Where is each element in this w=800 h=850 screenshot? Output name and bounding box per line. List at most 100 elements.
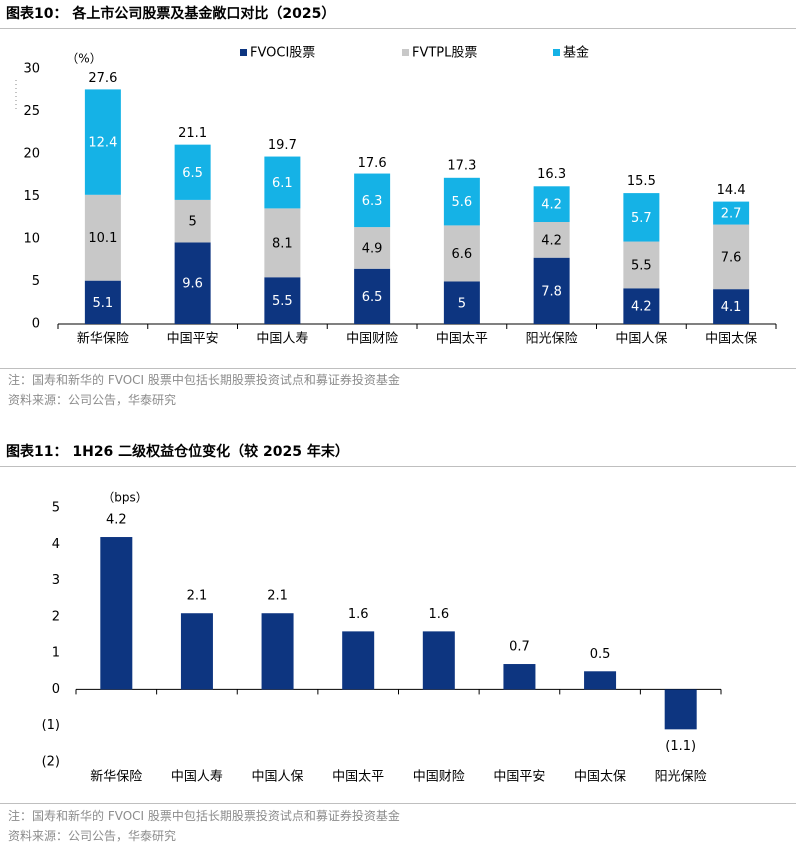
total-value-label: 17.6	[358, 156, 387, 171]
figure1-note: 注：国寿和新华的 FVOCI 股票中包括长期股票投资试点和募证券投资基金	[8, 373, 400, 387]
y-tick-label: 5	[32, 274, 40, 289]
bar-value-label: 1.6	[348, 607, 369, 622]
bar	[261, 613, 294, 690]
category-label: 中国太平	[436, 332, 488, 347]
y-tick-label: 1	[52, 646, 60, 661]
legend-swatch	[402, 49, 409, 56]
total-value-label: 16.3	[537, 167, 566, 182]
bar-segment-2	[623, 193, 660, 242]
segment-value-label: 6.5	[182, 166, 203, 181]
segment-value-label: 4.2	[541, 198, 562, 213]
category-label: 中国平安	[167, 332, 219, 347]
y-tick-label: 0	[32, 317, 40, 332]
bar-segment-1	[443, 225, 480, 282]
total-value-label: 19.7	[268, 138, 297, 153]
bar-segment-2	[713, 201, 750, 225]
bar	[100, 537, 133, 690]
legend-entry: FVTPL股票	[412, 46, 477, 61]
bar-segment-0	[623, 288, 660, 324]
segment-value-label: 8.1	[272, 236, 293, 251]
bar-segment-2	[84, 89, 121, 195]
bar-segment-0	[354, 268, 391, 324]
bar-segment-1	[174, 199, 211, 243]
y-tick-label: 3	[52, 573, 60, 588]
bar	[422, 631, 455, 690]
segment-value-label: 5.7	[631, 211, 652, 226]
segment-value-label: 5.1	[93, 296, 114, 311]
category-label: 中国人寿	[256, 332, 308, 347]
figure2-note: 注：国寿和新华的 FVOCI 股票中包括长期股票投资试点和募证券投资基金	[8, 809, 400, 823]
category-label: 中国人保	[615, 332, 667, 347]
segment-value-label: 4.9	[362, 241, 383, 256]
category-label: 中国人寿	[171, 770, 223, 785]
bar-segment-2	[443, 177, 480, 226]
category-label: 中国人保	[252, 770, 304, 785]
total-value-label: 15.5	[627, 174, 656, 189]
segment-value-label: 5.6	[452, 195, 473, 210]
bar	[584, 671, 617, 690]
segment-value-label: 12.4	[88, 136, 117, 151]
segment-value-label: 5	[458, 296, 466, 311]
segment-value-label: 9.6	[182, 277, 203, 292]
total-value-label: 21.1	[178, 126, 207, 141]
bar-segment-1	[713, 224, 750, 290]
bar-segment-1	[354, 227, 391, 269]
category-label: 新华保险	[77, 331, 129, 347]
bar-segment-2	[174, 144, 211, 200]
category-label: 中国太平	[332, 770, 384, 785]
bar-segment-2	[264, 156, 301, 209]
category-label: 中国财险	[413, 770, 465, 785]
stacked-bar-chart: 0 5 10 15 20 25 30 （%） 新华保险 中国平安 中国人寿 中国财险 中国太平 阳光保险 中…	[15, 45, 777, 347]
bar-segment-0	[533, 257, 570, 324]
unit-label: （%）	[66, 52, 101, 66]
bar-value-label: 0.7	[509, 640, 530, 655]
figure2-top-rule	[0, 466, 796, 467]
category-label: 阳光保险	[655, 770, 707, 785]
segment-value-label: 7.6	[721, 250, 742, 265]
figure1-title: 图表10： 各上市公司股票及基金敞口对比（2025）	[6, 6, 336, 22]
legend-swatch	[553, 49, 560, 56]
y-tick-label: (2)	[42, 755, 60, 770]
segment-value-label: 6.6	[452, 247, 473, 262]
bar-segment-0	[84, 280, 121, 324]
legend-entry: 基金	[563, 45, 589, 61]
y-tick-label: 10	[23, 232, 40, 247]
legend-swatch	[240, 49, 247, 56]
y-tick-label: 25	[23, 104, 40, 119]
bar	[664, 689, 697, 730]
segment-value-label: 6.1	[272, 176, 293, 191]
bar-segment-0	[174, 242, 211, 324]
y-tick-label: 0	[52, 682, 60, 697]
y-tick-label: 20	[23, 147, 40, 162]
total-value-label: 27.6	[88, 71, 117, 86]
figure2-title: 图表11： 1H26 二级权益仓位变化（较 2025 年末）	[6, 444, 349, 460]
total-value-label: 17.3	[447, 158, 476, 173]
segment-value-label: 10.1	[88, 231, 117, 246]
figure1-source: 资料来源：公司公告，华泰研究	[8, 393, 177, 407]
bar	[503, 664, 536, 690]
bar-segment-2	[354, 173, 391, 228]
bar-value-label: 2.1	[267, 589, 288, 604]
segment-value-label: 6.5	[362, 290, 383, 305]
legend-entry: FVOCI股票	[250, 46, 315, 61]
category-label: 阳光保险	[526, 332, 578, 347]
segment-value-label: 5	[188, 215, 196, 230]
segment-value-label: 6.3	[362, 194, 383, 209]
change-bar-chart: (2) (1) 0 1 2 3 4 5 （bps） 新华保险 中国人寿 中国人保 中国太平 中国财险 中国平…	[42, 491, 722, 785]
y-tick-label: 30	[23, 62, 40, 77]
segment-value-label: 4.1	[721, 300, 742, 315]
figure1-bottom-rule	[0, 368, 796, 369]
y-tick-label: 5	[52, 501, 60, 516]
bar-value-label: 0.5	[590, 647, 611, 662]
y-tick-label: 4	[52, 537, 60, 552]
bar-value-label: 4.2	[106, 513, 127, 528]
y-tick-label: 15	[23, 189, 40, 204]
bar	[342, 631, 375, 690]
bar-segment-0	[264, 277, 301, 324]
segment-value-label: 2.7	[721, 207, 742, 222]
bar-segment-1	[264, 208, 301, 278]
figure1-top-rule	[0, 28, 796, 29]
total-value-label: 14.4	[717, 183, 746, 198]
y-tick-label: 2	[52, 609, 60, 624]
bar-segment-1	[623, 241, 660, 289]
